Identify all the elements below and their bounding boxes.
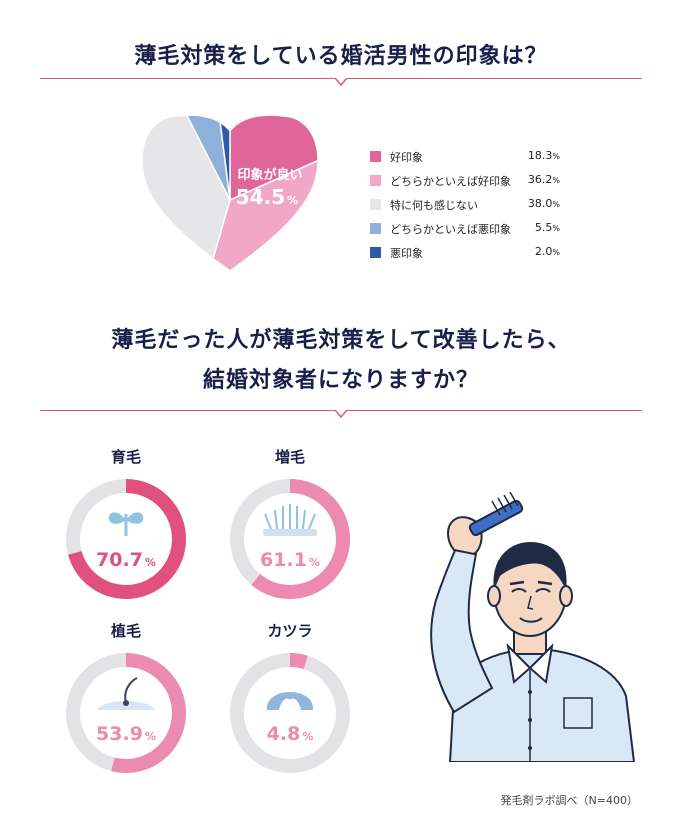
legend-swatch (370, 151, 381, 162)
heart-label: 印象が良い (237, 167, 302, 183)
legend-label: 特に何も感じない (390, 199, 478, 212)
donut-arc (66, 479, 186, 599)
legend-item: どちらかといえば悪印象 5.5% (370, 220, 560, 244)
donut-title-shokumo: 植毛 (110, 622, 141, 640)
donut-value: 61.1% (260, 549, 320, 571)
legend-item: 悪印象 2.0% (370, 244, 560, 268)
donut-chart-zomo: 61.1% (230, 479, 350, 599)
heart-pie-chart: 印象が良い 54.5% (142, 115, 318, 270)
man-with-comb-illustration (430, 492, 636, 762)
hair-growth-icon (263, 504, 317, 536)
pie-legend: 好印象 18.3% どちらかといえば好印象 36.2% 特に何も感じない 38.0% どちら… (370, 148, 560, 268)
donut-value: 4.8% (267, 723, 314, 745)
donut-arc (230, 653, 350, 773)
donut-chart-katsura: 4.8% (230, 653, 350, 773)
section2-title-line1: 薄毛だった人が薄毛対策をして改善したら、 (111, 328, 571, 353)
legend-swatch (370, 199, 381, 210)
section1-divider-notch (335, 78, 347, 86)
comb-icon (468, 492, 524, 537)
legend-value: 38.0% (527, 197, 560, 210)
donut-title-katsura: カツラ (267, 622, 313, 640)
legend-label: 悪印象 (390, 247, 423, 260)
legend-value: 36.2% (527, 173, 560, 186)
source-note: 発毛剤ラボ調べ（N=400） (500, 794, 638, 807)
hair-follicle-icon (97, 677, 155, 710)
legend-label: 好印象 (390, 151, 423, 164)
wig-icon (266, 692, 314, 710)
section2-divider-notch (335, 410, 347, 418)
sprout-icon (108, 512, 144, 536)
legend-swatch (370, 247, 381, 258)
donut-title-ikumo: 育毛 (110, 448, 141, 466)
legend-label: どちらかといえば好印象 (390, 175, 511, 188)
section2-title-line2: 結婚対象者になりますか？ (202, 368, 479, 393)
legend-swatch (370, 223, 381, 234)
legend-item: 特に何も感じない 38.0% (370, 196, 560, 220)
heart-slice-3 (156, 115, 231, 201)
donut-arc (66, 653, 186, 773)
donut-value: 53.9% (96, 723, 156, 745)
section1-title: 薄毛対策をしている婚活男性の印象は？ (134, 44, 548, 69)
heart-value: 54.5% (236, 185, 298, 209)
donut-title-zomo: 増毛 (274, 448, 305, 466)
legend-swatch (370, 175, 381, 186)
donut-track (230, 653, 350, 773)
legend-item: 好印象 18.3% (370, 148, 560, 172)
donut-chart-ikumo: 70.7% (66, 479, 186, 599)
donut-value: 70.7% (96, 549, 156, 571)
legend-value: 2.0% (534, 245, 560, 258)
donut-arc (230, 479, 350, 599)
donut-chart-shokumo: 53.9% (66, 653, 186, 773)
legend-label: どちらかといえば悪印象 (390, 223, 511, 236)
legend-item: どちらかといえば好印象 36.2% (370, 172, 560, 196)
legend-value: 5.5% (534, 221, 560, 234)
legend-value: 18.3% (527, 149, 560, 162)
